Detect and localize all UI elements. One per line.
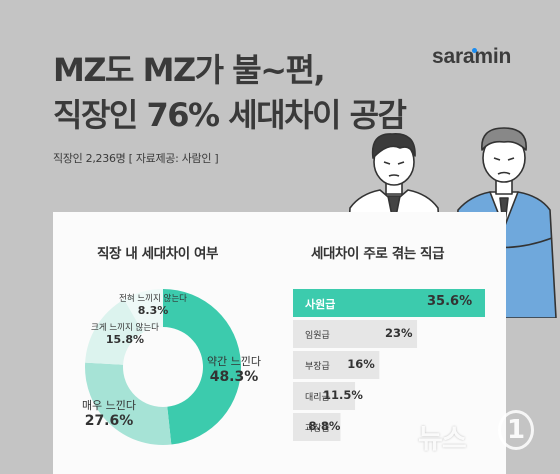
- donut-slice: [163, 289, 242, 445]
- bar-value-label: 23%: [385, 326, 413, 340]
- watermark-logo: 1: [498, 410, 534, 450]
- subtitle: 직장인 2,236명 [ 자료제공: 사람인 ]: [53, 152, 219, 165]
- bar-1: [293, 289, 485, 317]
- brand-logo-dot: [472, 48, 477, 53]
- donut-chart-title: 직장 내 세대차이 여부: [97, 246, 219, 262]
- donut-chart: [85, 289, 242, 445]
- bar-3: [293, 351, 380, 379]
- donut-category-label: 매우 느낀다: [81, 399, 137, 412]
- brand-logo: saramin: [432, 45, 512, 68]
- donut-slice-label: 크게 느끼지 않는다 15.8%: [65, 323, 185, 346]
- bar-4: [293, 382, 356, 410]
- bar-category-label: 사원급: [305, 298, 336, 311]
- bar-value-label: 16%: [347, 357, 375, 371]
- bar-category-label: 임원급: [305, 331, 330, 341]
- donut-slice: [85, 362, 172, 445]
- donut-slice-label: 전혀 느끼지 않는다 8.3%: [93, 294, 213, 317]
- donut-slice: [85, 299, 144, 365]
- watermark-text: 뉴스: [418, 424, 467, 455]
- bar-chart-title: 세대차이 주로 겪는 직급: [311, 246, 445, 262]
- bar-category-label: 대리급: [305, 393, 330, 403]
- title-line-2: 직장인 76% 세대차이 공감: [53, 96, 407, 134]
- donut-category-label: 전혀 느끼지 않는다: [119, 294, 187, 304]
- bar-value-label: 35.6%: [427, 294, 473, 309]
- donut-slice-label: 약간 느낀다 48.3%: [174, 355, 294, 385]
- donut-value-label: 27.6%: [84, 412, 134, 429]
- chart-panel: 직장 내 세대차이 여부 세대차이 주로 겪는 직급 약간 느낀다 48.3% 매우…: [53, 212, 506, 474]
- bar-chart: [293, 289, 485, 441]
- donut-slice-label: 매우 느낀다 27.6%: [49, 399, 169, 429]
- bar-category-label: 과장급: [305, 424, 330, 434]
- bar-2: [293, 320, 418, 348]
- donut-category-label: 크게 느끼지 않는다: [91, 323, 159, 333]
- bar-value-label: 11.5%: [323, 388, 363, 402]
- donut-value-label: 48.3%: [209, 368, 259, 385]
- donut-value-label: 15.8%: [105, 332, 145, 346]
- bar-category-label: 부장급: [305, 362, 330, 372]
- bar-5: [293, 413, 341, 441]
- bar-value-label: 8.8%: [308, 419, 341, 433]
- donut-slice: [124, 289, 163, 333]
- donut-category-label: 약간 느낀다: [206, 355, 262, 368]
- donut-value-label: 8.3%: [137, 303, 169, 317]
- page-title: MZ도 MZ가 불~편, 직장인 76% 세대차이 공감: [53, 48, 407, 138]
- title-line-1: MZ도 MZ가 불~편,: [53, 51, 326, 89]
